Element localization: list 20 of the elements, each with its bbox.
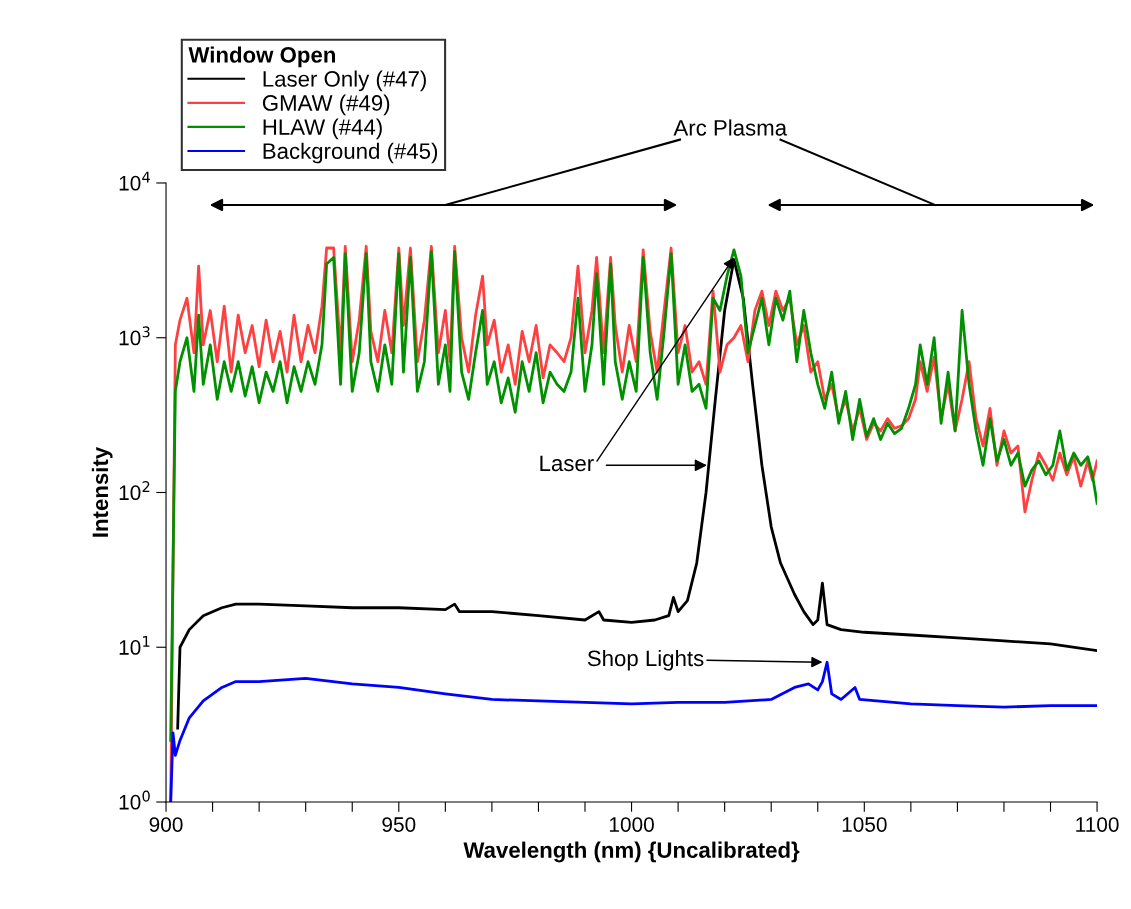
x-axis-title: Wavelength (nm) {Uncalibrated} <box>463 841 800 863</box>
x-tick-label: 900 <box>149 817 183 832</box>
text: Arc Plasma <box>673 119 788 136</box>
legend-label: Background (#45) <box>263 142 438 164</box>
legend-title: Window Open <box>188 46 336 68</box>
annotation: Shop Lights <box>587 649 704 671</box>
x-tick-label: 1050 <box>842 817 887 832</box>
y-tick-label: 10$^{1}$ <box>119 636 150 655</box>
legend-label: GMAW (#49) <box>262 94 390 116</box>
y-axis-title: Intensity <box>91 446 113 537</box>
x-tick-label: 1000 <box>609 817 654 832</box>
y-tick-label: 10$^{2}$ <box>119 481 150 501</box>
y-tick-label: 10$^{0}$ <box>119 790 150 810</box>
y-tick-label: 10$^{3}$ <box>119 326 150 346</box>
legend-label: HLAW (#44) <box>263 118 382 140</box>
y-tick-label: 10$^{4}$ <box>119 171 150 191</box>
x-tick-label: 1100 <box>1076 817 1119 832</box>
legend-label: Laser Only (#47) <box>263 70 426 92</box>
x-tick-label: 950 <box>382 817 416 832</box>
annotation: Laser <box>540 455 594 472</box>
